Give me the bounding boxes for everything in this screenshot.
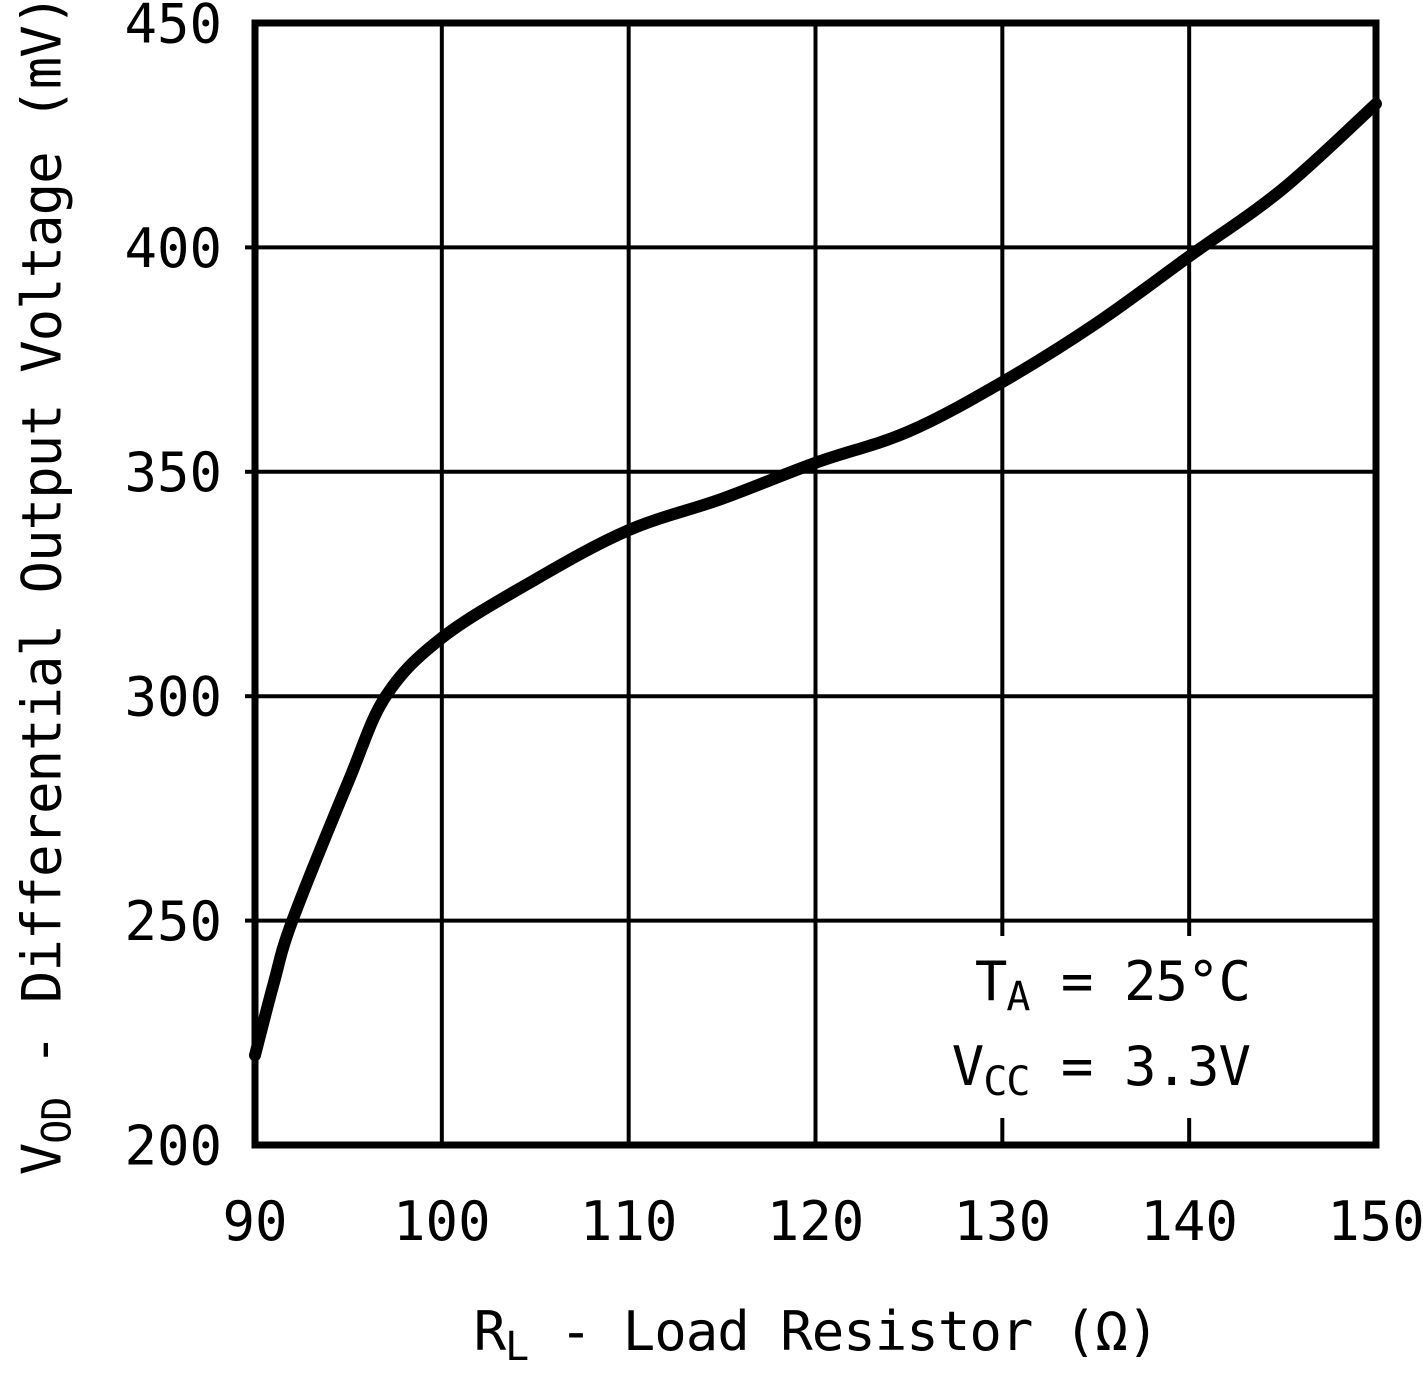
y-axis-title: VOD - Differential Output Voltage (mV) <box>10 0 81 1176</box>
annotation-ta-value: = 25°C <box>1029 950 1251 1013</box>
annotation-vcc-value: = 3.3V <box>1029 1035 1251 1098</box>
x-tick-label: 90 <box>222 1190 287 1253</box>
x-axis-title-symbol: R <box>473 1300 507 1363</box>
annotation-vcc-symbol: V <box>951 1035 985 1098</box>
plot-border <box>251 19 1380 1149</box>
annotation-line-ta: TA = 25°C <box>930 942 1251 1027</box>
y-axis-title-subscript: OD <box>34 1097 81 1144</box>
annotation-box: TA = 25°C VCC = 3.3V <box>930 936 1266 1118</box>
x-axis-title-subscript: L <box>505 1323 529 1370</box>
annotation-ta-symbol: T <box>974 950 1008 1013</box>
x-tick-label: 150 <box>1327 1190 1423 1253</box>
y-tick-label: 200 <box>124 1114 222 1177</box>
annotation-vcc-line: VCC = 3.3V <box>930 1027 1251 1112</box>
x-tick-label: 100 <box>393 1190 491 1253</box>
x-axis-title: RL - Load Resistor (Ω) <box>473 1300 1160 1370</box>
y-tick-label: 300 <box>124 666 222 729</box>
annotation-vcc-subscript: CC <box>983 1058 1030 1105</box>
y-axis-title-text: - Differential Output Voltage (mV) <box>10 0 74 1098</box>
y-axis-title-symbol: V <box>10 1143 74 1176</box>
data-curve <box>249 97 1382 1062</box>
x-tick-label: 120 <box>767 1190 865 1253</box>
y-tick-label: 400 <box>124 217 222 280</box>
y-tick-label: 250 <box>124 890 222 953</box>
x-axis-title-text: - Load Resistor (Ω) <box>528 1300 1160 1363</box>
x-tick-label: 140 <box>1140 1190 1238 1253</box>
y-tick-label: 350 <box>124 441 222 504</box>
x-tick-label: 110 <box>580 1190 678 1253</box>
y-tick-label: 450 <box>124 0 222 55</box>
x-tick-label: 130 <box>954 1190 1052 1253</box>
annotation-ta-subscript: A <box>1006 973 1030 1020</box>
